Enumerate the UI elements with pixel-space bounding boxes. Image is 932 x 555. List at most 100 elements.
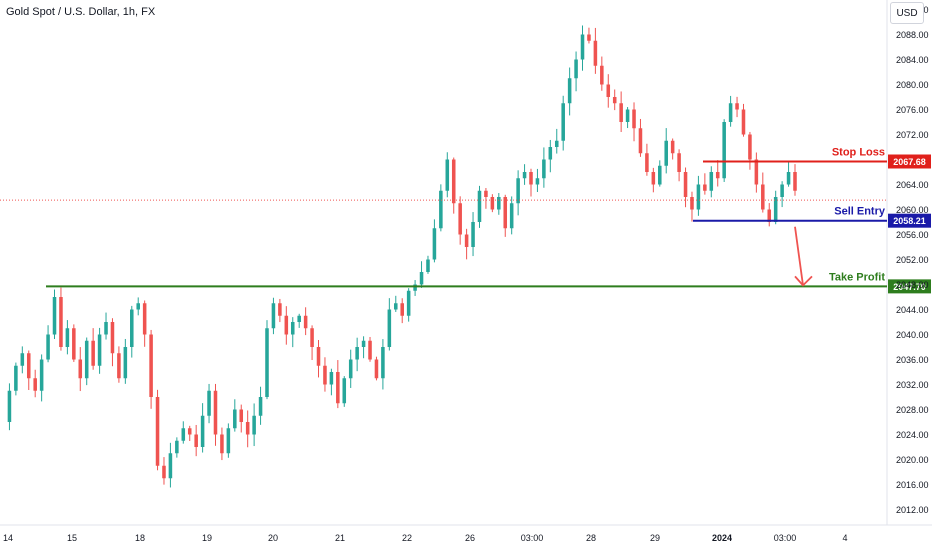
candle	[136, 297, 140, 316]
take-profit-tag-text: 2047.70	[893, 282, 926, 292]
candle	[548, 139, 553, 173]
candle	[509, 196, 514, 235]
candle	[464, 228, 469, 260]
candle	[400, 298, 404, 324]
candle	[271, 297, 276, 335]
candle	[754, 152, 759, 193]
candle	[715, 160, 720, 187]
sell-entry-label: Sell Entry	[834, 206, 886, 218]
candle	[361, 336, 366, 359]
candle	[497, 193, 501, 215]
x-tick-label: 21	[335, 533, 345, 543]
candle	[239, 404, 244, 433]
candle	[245, 410, 250, 448]
y-tick-label: 2044.00	[896, 305, 929, 315]
candle	[677, 149, 681, 182]
candle	[600, 56, 604, 91]
candle	[451, 157, 456, 214]
candle	[162, 457, 166, 485]
candle	[767, 203, 772, 227]
x-tick-label: 03:00	[774, 533, 797, 543]
candle	[200, 403, 205, 453]
candle	[194, 424, 198, 457]
candle	[490, 194, 495, 213]
candle	[638, 118, 643, 157]
candle	[619, 91, 623, 132]
y-tick-label: 2076.00	[896, 105, 929, 115]
x-tick-label: 22	[402, 533, 412, 543]
currency-button[interactable]: USD	[890, 2, 924, 24]
candle	[394, 295, 398, 312]
candle	[567, 67, 572, 116]
price-axis: 2092.002088.002084.002080.002076.002072.…	[896, 5, 929, 515]
x-tick-label: 4	[842, 533, 847, 543]
candle	[207, 383, 211, 424]
candle	[651, 167, 656, 193]
candle	[348, 349, 353, 388]
candle	[329, 368, 334, 396]
candle	[181, 421, 186, 444]
y-tick-label: 2052.00	[896, 255, 929, 265]
candle	[168, 442, 173, 488]
x-tick-label: 2024	[712, 533, 732, 543]
candle	[561, 95, 565, 151]
candle	[522, 164, 527, 185]
candle	[542, 147, 546, 188]
candle	[46, 325, 50, 363]
candle	[117, 346, 121, 383]
candle	[155, 389, 160, 471]
candle	[580, 25, 585, 71]
candle	[554, 128, 559, 154]
candle	[625, 107, 630, 129]
candle	[91, 328, 95, 370]
y-tick-label: 2072.00	[896, 130, 929, 140]
candle	[33, 369, 37, 398]
candle	[342, 376, 347, 407]
candle	[406, 288, 411, 322]
y-tick-label: 2088.00	[896, 30, 929, 40]
candle	[632, 102, 636, 142]
candle	[258, 386, 263, 425]
candles-group	[7, 25, 797, 488]
candle	[84, 337, 89, 386]
candle	[26, 350, 31, 391]
x-tick-label: 15	[67, 533, 77, 543]
candle	[336, 360, 340, 409]
candle	[374, 356, 379, 381]
candle	[728, 95, 733, 127]
candle	[104, 312, 108, 340]
candle	[149, 329, 153, 409]
y-tick-label: 2024.00	[896, 430, 929, 440]
candle	[793, 164, 797, 196]
candle	[458, 196, 462, 245]
candle	[368, 336, 372, 362]
x-tick-label: 28	[586, 533, 596, 543]
candle	[503, 194, 508, 237]
candle	[516, 170, 520, 216]
y-tick-label: 2040.00	[896, 330, 929, 340]
x-tick-label: 03:00	[521, 533, 544, 543]
candle	[110, 318, 115, 367]
candle	[97, 327, 102, 374]
candle	[142, 300, 147, 347]
candle	[529, 168, 533, 197]
y-tick-label: 2084.00	[896, 55, 929, 65]
sell-entry-tag	[888, 213, 931, 228]
candle	[709, 166, 714, 198]
take-profit-label: Take Profit	[829, 271, 885, 283]
candle	[703, 173, 707, 195]
stop-loss-label: Stop Loss	[832, 147, 885, 159]
x-tick-label: 14	[3, 533, 13, 543]
candle	[187, 425, 192, 442]
candle	[130, 305, 134, 358]
candle	[213, 383, 218, 446]
candle	[612, 89, 617, 111]
candle	[39, 354, 44, 402]
x-tick-label: 19	[202, 533, 212, 543]
candle	[658, 160, 662, 187]
candle	[226, 423, 231, 458]
candle	[387, 298, 392, 351]
candle	[432, 219, 437, 263]
